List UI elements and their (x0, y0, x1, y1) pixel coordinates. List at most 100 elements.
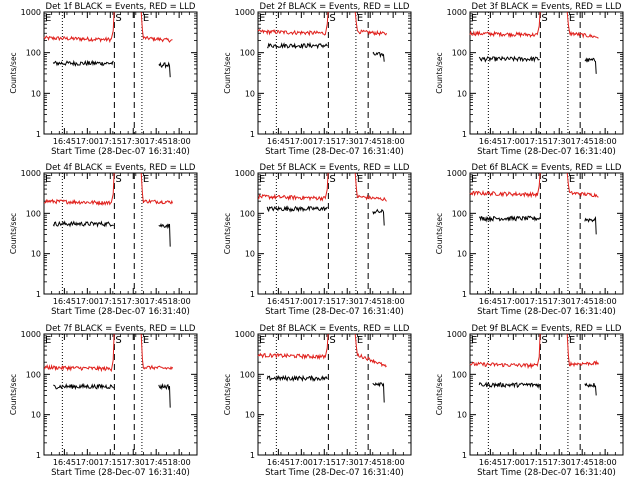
y-tick-label: 100 (452, 49, 467, 58)
x-axis-label: Start Time (28-Dec-07 16:31:40) (477, 147, 616, 157)
x-tick-label: 17:45 (359, 458, 382, 467)
panel-2: Det 2f BLACK = Events, RED = LLD 1 10 100 10… (223, 2, 412, 157)
x-tick-label: 16:45 (479, 297, 502, 306)
lld-series-line (43, 11, 173, 44)
panel-title: Det 9f BLACK = Events, RED = LLD (472, 324, 622, 334)
y-tick-label: 1000 (21, 169, 41, 178)
x-tick-label: 16:45 (267, 297, 290, 306)
events-series-line (52, 220, 171, 247)
plot-frame (43, 172, 198, 295)
marker-label-s: S (541, 174, 547, 185)
y-tick-label: 10 (31, 411, 41, 420)
y-tick-label: 1 (250, 451, 255, 460)
events-series-line (478, 381, 597, 396)
y-axis-label: Counts/sec (9, 52, 18, 93)
plot-frame (469, 11, 624, 135)
lld-series-line (469, 333, 599, 370)
x-tick-label: 17:45 (145, 458, 168, 467)
marker-label-e: E (143, 13, 149, 24)
plot-frame (469, 333, 624, 456)
y-tick-label: 100 (240, 209, 255, 218)
marker-label-e: E (259, 335, 265, 346)
marker-label-e: E (471, 174, 477, 185)
plot-frame (469, 172, 624, 295)
x-tick-label: 17:00 (290, 137, 313, 146)
panel-title: Det 8f BLACK = Events, RED = LLD (260, 324, 410, 334)
x-tick-label: 17:15 (313, 458, 336, 467)
x-tick-label: 17:45 (145, 137, 168, 146)
x-tick-label: 17:15 (99, 458, 122, 467)
events-series-line (478, 55, 597, 74)
x-tick-label: 17:30 (548, 458, 571, 467)
y-axis-label: Counts/sec (223, 213, 232, 254)
panel-title: Det 7f BLACK = Events, RED = LLD (46, 324, 196, 334)
y-tick-label: 100 (26, 49, 41, 58)
y-axis-label: Counts/sec (9, 213, 18, 254)
x-tick-label: 18:00 (168, 297, 191, 306)
marker-label-s: S (329, 174, 335, 185)
marker-label-s: S (541, 335, 547, 346)
marker-label-e: E (357, 335, 363, 346)
y-tick-label: 100 (452, 209, 467, 218)
y-tick-label: 1000 (235, 330, 255, 339)
x-tick-label: 17:00 (502, 137, 525, 146)
x-tick-label: 17:15 (313, 297, 336, 306)
panel-9: Det 9f BLACK = Events, RED = LLD 1 10 100 10… (435, 324, 624, 478)
y-tick-label: 100 (26, 209, 41, 218)
x-tick-label: 17:45 (571, 458, 594, 467)
plot-frame (257, 333, 412, 456)
marker-label-e: E (569, 335, 575, 346)
x-tick-label: 17:15 (99, 137, 122, 146)
y-tick-label: 1 (462, 130, 467, 139)
x-tick-label: 17:30 (548, 297, 571, 306)
x-tick-label: 17:30 (122, 458, 145, 467)
x-tick-label: 17:45 (571, 297, 594, 306)
x-tick-label: 17:45 (359, 137, 382, 146)
events-series-line (266, 205, 385, 226)
x-tick-label: 18:00 (382, 137, 405, 146)
x-tick-label: 16:45 (479, 458, 502, 467)
x-axis-label: Start Time (28-Dec-07 16:31:40) (51, 468, 190, 478)
events-series-line (266, 374, 385, 403)
marker-label-e: E (45, 335, 51, 346)
lld-series-line (44, 172, 173, 207)
x-tick-label: 17:00 (76, 458, 99, 467)
x-tick-label: 16:45 (53, 137, 76, 146)
lld-series-line (257, 11, 387, 37)
x-tick-label: 17:15 (525, 137, 548, 146)
panel-1: Det 1f BLACK = Events, RED = LLD 1 10 100 10… (9, 2, 198, 157)
y-tick-label: 1 (36, 451, 41, 460)
y-tick-label: 100 (452, 370, 467, 379)
marker-label-e: E (357, 13, 363, 24)
x-tick-label: 17:15 (525, 297, 548, 306)
marker-label-e: E (471, 335, 477, 346)
marker-label-e: E (259, 13, 265, 24)
x-tick-label: 17:30 (336, 297, 359, 306)
panel-title: Det 2f BLACK = Events, RED = LLD (260, 2, 410, 12)
y-tick-label: 10 (31, 89, 41, 98)
marker-label-e: E (357, 174, 363, 185)
events-series-line (52, 59, 171, 78)
y-tick-label: 1000 (235, 8, 255, 17)
y-tick-label: 10 (245, 89, 255, 98)
y-tick-label: 10 (245, 250, 255, 259)
x-tick-label: 17:15 (99, 297, 122, 306)
x-axis-label: Start Time (28-Dec-07 16:31:40) (265, 307, 404, 317)
x-tick-label: 16:45 (267, 137, 290, 146)
x-tick-label: 17:00 (290, 458, 313, 467)
x-axis-label: Start Time (28-Dec-07 16:31:40) (477, 468, 616, 478)
events-series-line (53, 382, 171, 408)
y-tick-label: 1000 (447, 330, 467, 339)
marker-label-e: E (45, 174, 51, 185)
y-tick-label: 10 (457, 250, 467, 259)
y-tick-label: 100 (26, 370, 41, 379)
marker-label-e: E (569, 174, 575, 185)
panel-title: Det 1f BLACK = Events, RED = LLD (46, 2, 196, 12)
panel-5: Det 5f BLACK = Events, RED = LLD 1 10 100 10… (223, 163, 412, 317)
x-tick-label: 16:45 (267, 458, 290, 467)
y-tick-label: 1000 (21, 330, 41, 339)
y-tick-label: 1 (36, 290, 41, 299)
marker-label-e: E (471, 13, 477, 24)
y-tick-label: 1000 (21, 8, 41, 17)
x-tick-label: 17:30 (336, 137, 359, 146)
